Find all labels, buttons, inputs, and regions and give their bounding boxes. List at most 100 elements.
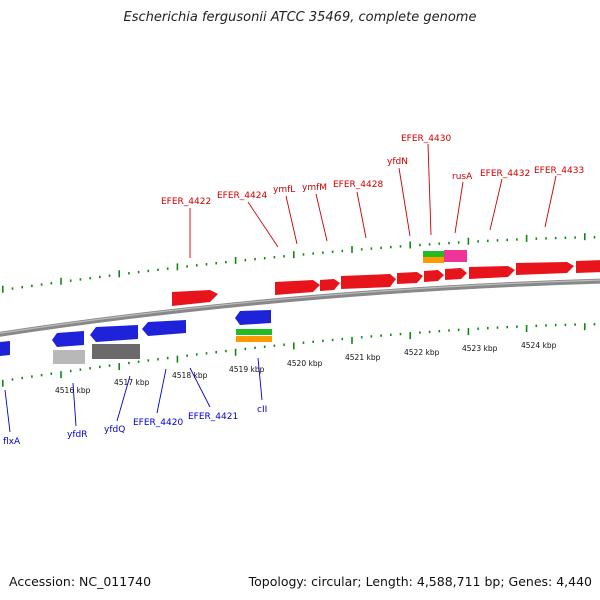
- minor-tick: [390, 333, 392, 337]
- minor-tick: [457, 241, 460, 244]
- minor-tick: [593, 236, 596, 239]
- minor-tick: [380, 334, 382, 337]
- minor-tick: [69, 279, 72, 282]
- leader-line: [398, 167, 411, 237]
- minor-tick: [21, 286, 23, 289]
- kbp-label: 4519 kbp: [229, 365, 265, 374]
- gene-label-efer-4430[interactable]: EFER_4430: [401, 134, 451, 144]
- minor-tick: [166, 267, 169, 270]
- leader-line: [489, 178, 503, 231]
- gene-efer-4430[interactable]: [445, 268, 467, 280]
- gene-efer-4424[interactable]: [275, 280, 320, 295]
- rna-feature-green-lower[interactable]: [236, 329, 272, 335]
- minor-tick: [380, 246, 382, 250]
- rna-feature-green[interactable]: [423, 251, 444, 257]
- gene-efer-4428[interactable]: [397, 272, 423, 284]
- gene-label-yfdq[interactable]: yfdQ: [104, 425, 125, 435]
- leader-line: [247, 201, 279, 248]
- minor-tick: [322, 339, 324, 343]
- minor-tick: [448, 329, 450, 332]
- kbp-label: 4521 kbp: [345, 353, 381, 362]
- gene-label-flxa[interactable]: flxA: [3, 437, 21, 447]
- gene-rusa-pink[interactable]: [444, 250, 467, 262]
- minor-tick: [225, 260, 227, 264]
- minor-tick: [312, 340, 314, 343]
- gene-label-cii[interactable]: cII: [257, 405, 267, 415]
- minor-tick: [254, 257, 256, 261]
- minor-tick: [69, 369, 72, 373]
- major-tick: [2, 379, 4, 387]
- gene-efer-4433[interactable]: [516, 262, 574, 275]
- gene-label-yfdr[interactable]: yfdR: [67, 430, 87, 440]
- gene-ymfl[interactable]: [320, 279, 340, 291]
- major-tick: [118, 270, 120, 278]
- gene-label-rusa[interactable]: rusA: [452, 172, 473, 182]
- gene-flxa[interactable]: [0, 341, 10, 356]
- gene-efer-4422[interactable]: [172, 290, 218, 306]
- minor-tick: [31, 284, 33, 288]
- gene-label-efer-4421[interactable]: EFER_4421: [188, 412, 238, 422]
- minor-tick: [331, 250, 334, 254]
- gene-efer-4420[interactable]: [142, 320, 186, 336]
- minor-tick: [428, 330, 431, 334]
- major-tick: [467, 328, 470, 336]
- gene-partial-right[interactable]: [576, 260, 600, 273]
- minor-tick: [477, 240, 479, 243]
- gene-label-efer-4428[interactable]: EFER_4428: [333, 180, 383, 190]
- gene-pseudo-grey[interactable]: [53, 350, 85, 364]
- kbp-label: 4523 kbp: [462, 344, 498, 353]
- gene-label-efer-4424[interactable]: EFER_4424: [217, 191, 267, 201]
- genome-backbone: [0, 278, 600, 337]
- major-tick: [2, 285, 4, 293]
- gene-label-efer-4432[interactable]: EFER_4432: [480, 169, 530, 179]
- minor-tick: [554, 236, 557, 240]
- minor-tick: [40, 283, 43, 286]
- minor-tick: [545, 324, 547, 327]
- rna-feature-orange-lower[interactable]: [236, 336, 272, 342]
- minor-tick: [322, 251, 324, 254]
- accession-label: Accession: NC_011740: [9, 574, 152, 589]
- gene-efer-4432[interactable]: [469, 266, 515, 279]
- leader-line: [454, 181, 464, 234]
- gene-yfdr[interactable]: [52, 331, 84, 347]
- gene-label-efer-4420[interactable]: EFER_4420: [133, 418, 183, 428]
- minor-tick: [457, 328, 460, 332]
- gene-label-yfdn[interactable]: yfdN: [387, 157, 408, 167]
- leader-line: [285, 195, 298, 245]
- gene-label-efer-4422[interactable]: EFER_4422: [161, 197, 211, 207]
- minor-tick: [31, 375, 33, 378]
- kbp-label: 4518 kbp: [172, 371, 208, 380]
- minor-tick: [186, 354, 188, 357]
- forward-genes: [172, 250, 600, 306]
- minor-tick: [496, 326, 499, 329]
- leader-line: [189, 367, 211, 408]
- gene-dark-grey[interactable]: [92, 344, 140, 359]
- gene-yfdn[interactable]: [424, 270, 444, 282]
- gene-label-efer-4433[interactable]: EFER_4433: [534, 166, 584, 176]
- gene-cii[interactable]: [235, 310, 271, 325]
- gene-label-ymfl[interactable]: ymfL: [273, 185, 295, 195]
- leader-line: [356, 191, 367, 239]
- leader-line: [544, 175, 557, 228]
- minor-tick: [554, 323, 557, 327]
- minor-tick: [283, 255, 285, 258]
- minor-tick: [574, 323, 576, 326]
- gene-label-ymfm[interactable]: ymfM: [302, 183, 327, 193]
- kbp-label: 4520 kbp: [287, 359, 323, 368]
- minor-tick: [516, 325, 518, 328]
- minor-tick: [593, 323, 596, 326]
- gene-yfdq[interactable]: [90, 325, 138, 342]
- minor-tick: [11, 378, 14, 381]
- minor-tick: [40, 373, 43, 377]
- minor-tick: [89, 276, 91, 280]
- minor-tick: [157, 268, 159, 271]
- rna-feature-orange[interactable]: [423, 257, 444, 263]
- minor-tick: [370, 247, 373, 250]
- major-tick: [176, 355, 179, 363]
- reverse-genes: [0, 310, 272, 364]
- gene-ymfm[interactable]: [341, 274, 396, 289]
- minor-tick: [147, 359, 150, 362]
- minor-tick: [438, 242, 441, 245]
- minor-tick: [89, 367, 91, 370]
- major-tick: [293, 251, 295, 259]
